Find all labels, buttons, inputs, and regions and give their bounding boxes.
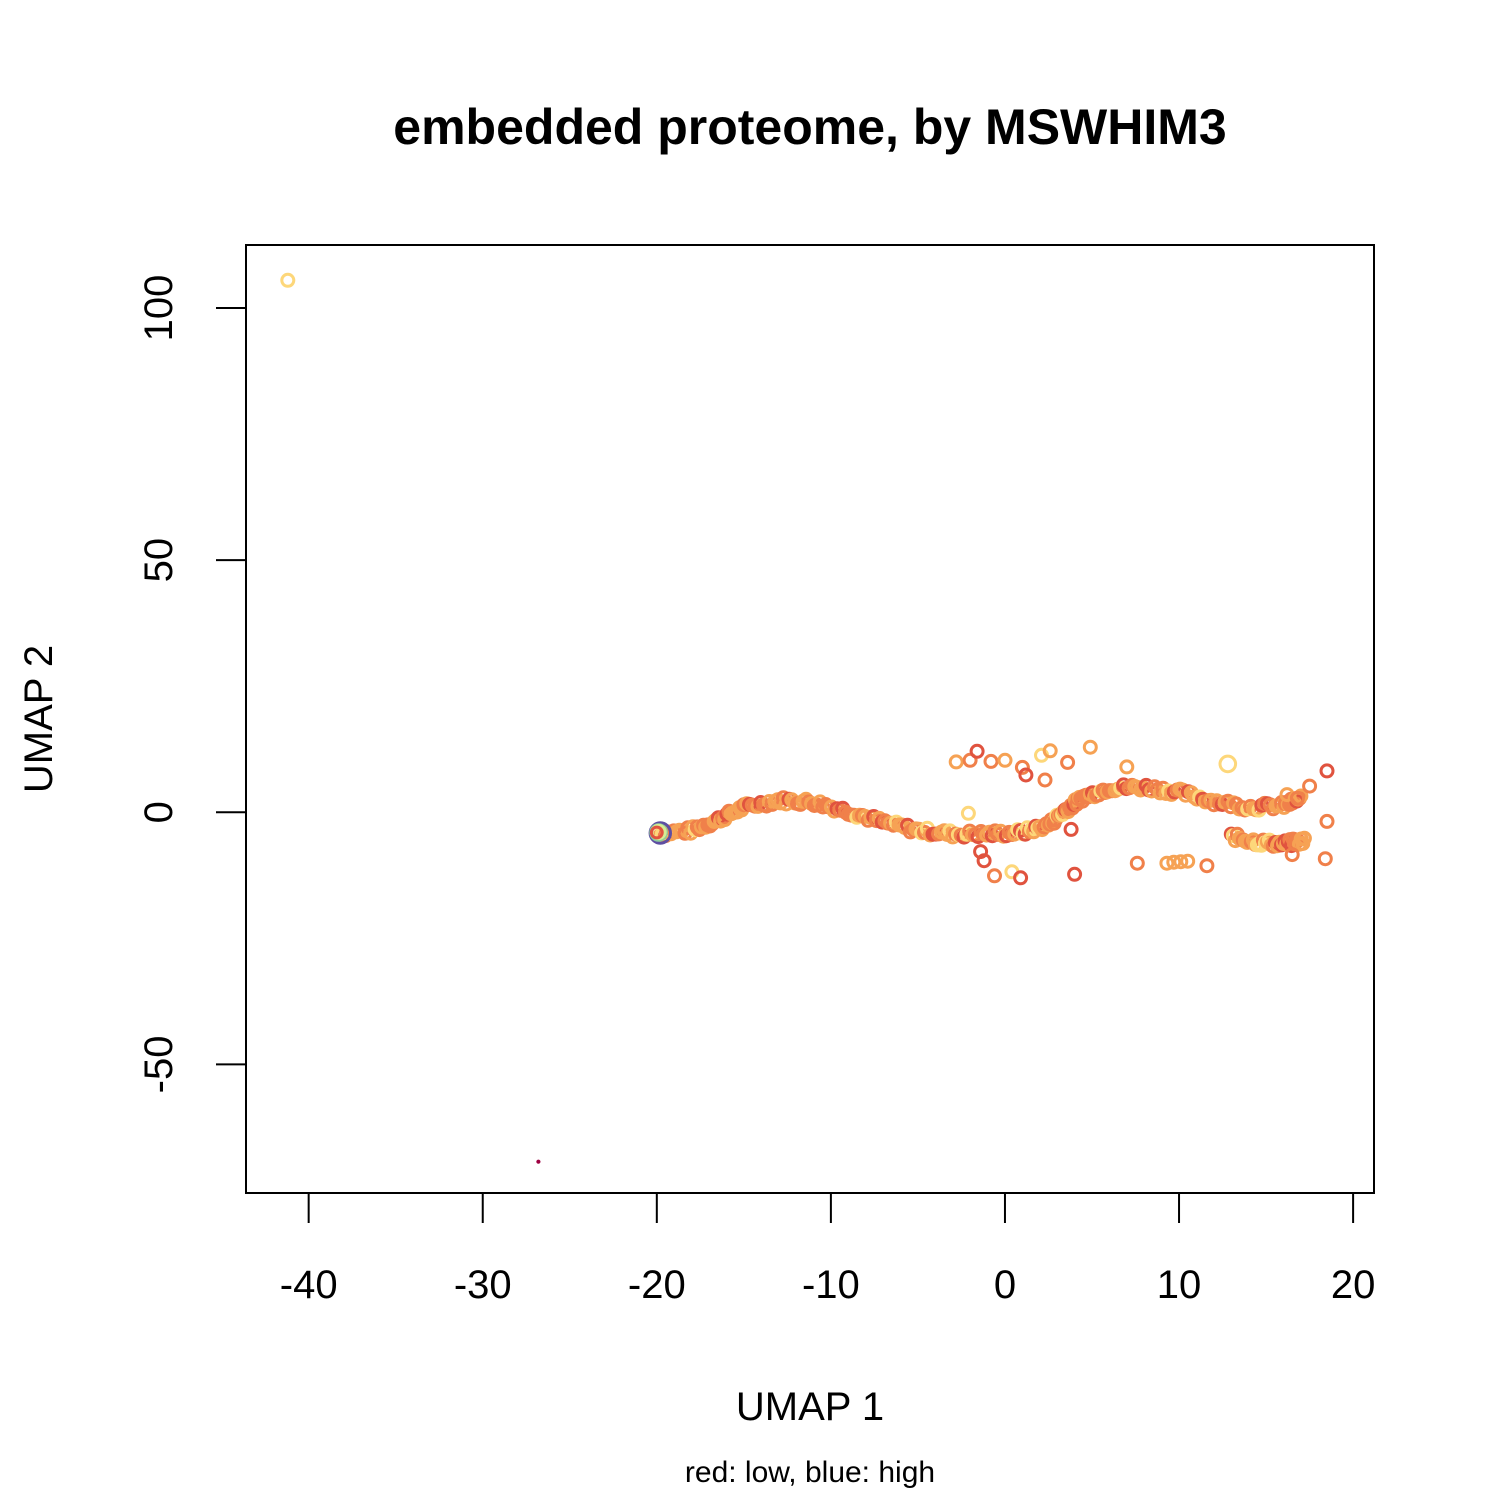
data-point xyxy=(976,853,992,869)
x-tick-label: -40 xyxy=(280,1263,338,1307)
data-point xyxy=(1129,855,1145,871)
data-point xyxy=(536,1159,541,1164)
x-tick-label: -30 xyxy=(454,1263,512,1307)
x-tick-label: -20 xyxy=(628,1263,686,1307)
data-point xyxy=(983,753,999,769)
data-point xyxy=(1014,759,1030,775)
y-tick-label: 50 xyxy=(137,538,181,583)
data-point xyxy=(1013,870,1029,886)
data-point xyxy=(969,743,985,759)
x-tick-label: 20 xyxy=(1331,1263,1376,1307)
data-point xyxy=(1180,853,1196,869)
data-point xyxy=(1082,739,1098,755)
data-point xyxy=(1063,821,1079,837)
y-tick-label: 100 xyxy=(137,275,181,342)
y-tick-label: 0 xyxy=(137,801,181,823)
color-scale-note: red: low, blue: high xyxy=(685,1456,935,1489)
data-point xyxy=(1319,813,1335,829)
y-axis-label: UMAP 2 xyxy=(17,645,61,793)
x-tick-label: 10 xyxy=(1157,1263,1202,1307)
data-point xyxy=(960,805,976,821)
data-point xyxy=(280,272,296,288)
data-point xyxy=(1317,851,1333,867)
plot-frame xyxy=(245,244,1375,1194)
data-point xyxy=(1284,847,1300,863)
x-axis-label: UMAP 1 xyxy=(736,1385,884,1429)
data-point xyxy=(997,752,1013,768)
data-point xyxy=(1119,759,1135,775)
data-point xyxy=(962,752,978,768)
x-tick-label: 0 xyxy=(994,1263,1016,1307)
data-point xyxy=(948,754,964,770)
chart-title: embedded proteome, by MSWHIM3 xyxy=(393,99,1226,155)
data-point xyxy=(649,825,664,840)
data-point xyxy=(1037,772,1053,788)
data-point xyxy=(1302,778,1318,794)
data-point xyxy=(1060,754,1076,770)
data-points xyxy=(280,272,1335,1164)
data-point xyxy=(1042,743,1058,759)
data-point xyxy=(1018,767,1034,783)
data-point xyxy=(1218,754,1238,774)
x-axis: -40 -30 -20 -10 0 10 20 xyxy=(280,1192,1376,1307)
data-point xyxy=(1173,854,1189,870)
data-point xyxy=(987,868,1002,884)
x-tick-label: -10 xyxy=(802,1263,860,1307)
y-axis: -50 0 50 100 xyxy=(137,275,247,1094)
data-point xyxy=(1296,830,1312,846)
data-point xyxy=(1289,790,1305,806)
data-point xyxy=(1159,855,1175,871)
y-tick-label: -50 xyxy=(137,1036,181,1094)
data-point xyxy=(1166,854,1182,870)
data-point xyxy=(1067,866,1083,882)
data-point xyxy=(1319,763,1335,779)
data-point xyxy=(1199,858,1215,874)
